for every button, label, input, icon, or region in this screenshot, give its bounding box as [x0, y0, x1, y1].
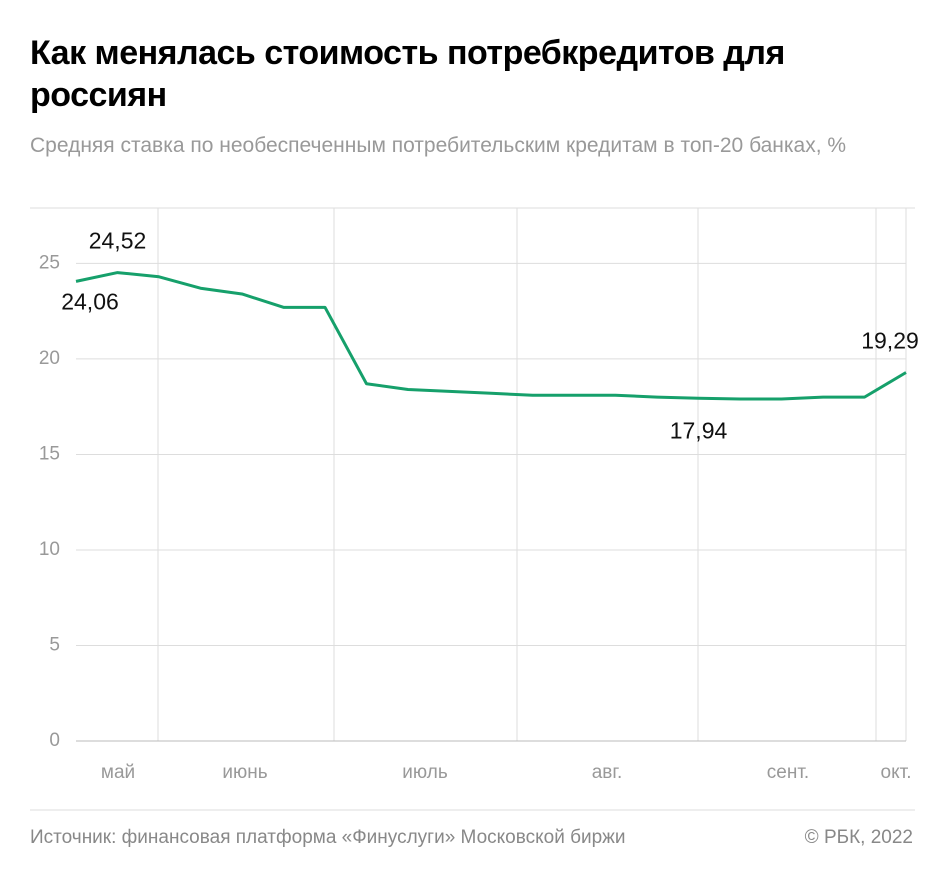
x-tick-label: сент.: [767, 762, 809, 783]
y-tick-label: 0: [49, 730, 60, 751]
x-tick-label: май: [101, 762, 135, 783]
x-tick-label: июнь: [222, 762, 267, 783]
y-tick-label: 5: [49, 634, 60, 655]
copyright: © РБК, 2022: [804, 827, 913, 848]
chart-title: Как менялась стоимость потребкредитов дл…: [30, 34, 785, 114]
y-tick-label: 25: [39, 252, 60, 273]
y-tick-label: 20: [39, 348, 60, 369]
data-label: 19,29: [861, 328, 919, 354]
x-tick-label: июль: [402, 762, 448, 783]
data-label: 24,52: [89, 228, 147, 254]
source: Источник: финансовая платформа «Финуслуг…: [30, 827, 626, 848]
data-label: 24,06: [61, 288, 119, 314]
x-tick-label: окт.: [881, 762, 912, 783]
line: [75, 271, 907, 401]
data-label: 17,94: [670, 417, 728, 443]
y-tick-label: 15: [39, 443, 60, 464]
chart-subtitle: Средняя ставка по необеспеченным потреби…: [30, 134, 847, 157]
x-tick-label: авг.: [592, 762, 623, 783]
y-tick-label: 10: [39, 539, 60, 560]
